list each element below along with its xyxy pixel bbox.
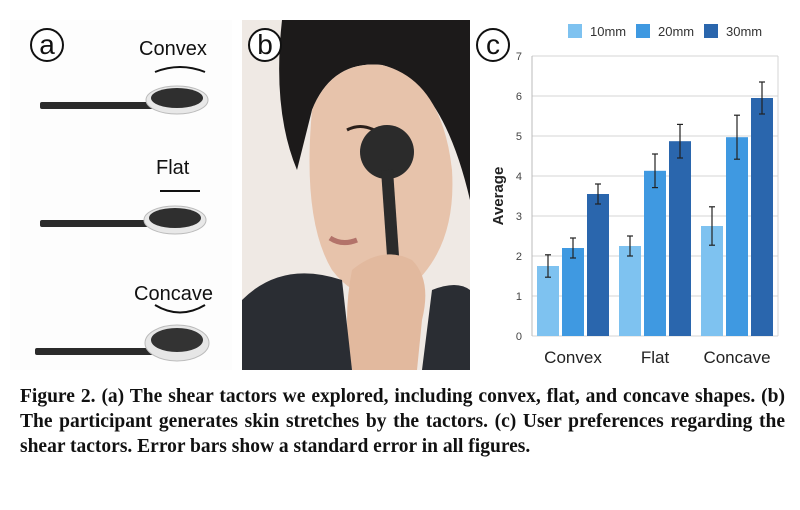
flat-label: Flat	[156, 157, 190, 179]
y-axis-label: Average	[490, 167, 507, 226]
tactor-photos	[35, 66, 210, 362]
y-tick-label: 5	[516, 131, 522, 143]
concave-tactor-image	[35, 304, 210, 362]
bar-30mm-Flat	[669, 141, 691, 336]
y-tick-label: 2	[516, 251, 522, 263]
legend-swatch	[636, 24, 650, 38]
y-tick-label: 3	[516, 211, 522, 223]
x-tick-label: Concave	[703, 348, 770, 367]
y-tick-label: 7	[516, 51, 522, 63]
bar-10mm-Concave	[701, 226, 723, 336]
legend-swatch	[568, 24, 582, 38]
x-tick-label: Convex	[544, 348, 602, 367]
panel-a-photo	[10, 20, 232, 370]
legend-label: 20mm	[658, 24, 694, 39]
y-tick-label: 1	[516, 291, 522, 303]
bar-20mm-Flat	[644, 170, 666, 336]
x-tick-label: Flat	[641, 348, 670, 367]
bar-30mm-Convex	[587, 194, 609, 336]
legend-swatch	[704, 24, 718, 38]
convex-label: Convex	[139, 38, 207, 60]
caption-text: (a) The shear tactors we explored, inclu…	[20, 386, 785, 457]
y-tick-label: 4	[516, 171, 522, 183]
bar-30mm-Concave	[751, 98, 773, 336]
legend-label: 30mm	[726, 24, 762, 39]
participant-photo	[242, 20, 470, 370]
y-tick-label: 6	[516, 91, 522, 103]
figure-caption: Figure 2. (a) The shear tactors we explo…	[20, 384, 785, 459]
bar-20mm-Convex	[562, 248, 584, 336]
preference-bar-chart: 0 1 2 3 4 5 6 7 Average Convex Flat Concave 10mm 20mm…	[470, 20, 790, 375]
bar-10mm-Convex	[537, 266, 559, 336]
panel-b-label: b	[248, 28, 282, 62]
legend-label: 10mm	[590, 24, 626, 39]
concave-label: Concave	[134, 283, 213, 305]
panel-b-photo	[242, 20, 470, 370]
bar-10mm-Flat	[619, 246, 641, 336]
flat-tactor-image	[40, 190, 207, 235]
panel-a-label: a	[30, 28, 64, 62]
bar-20mm-Concave	[726, 137, 748, 336]
panel-c-label: c	[476, 28, 510, 62]
figure-label: Figure 2.	[20, 386, 96, 407]
y-tick-label: 0	[516, 331, 522, 343]
convex-tactor-image	[40, 66, 209, 115]
